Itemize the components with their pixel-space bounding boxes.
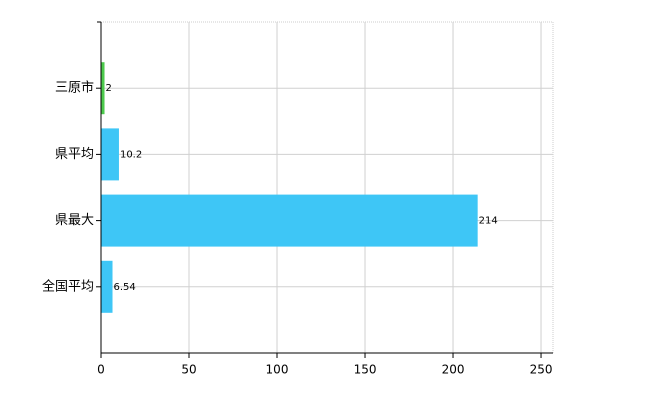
value-label: 6.54 xyxy=(114,282,136,293)
bar xyxy=(101,260,113,313)
bar xyxy=(101,62,105,115)
y-tick-label: 県平均 xyxy=(55,147,94,162)
bar xyxy=(101,128,119,181)
x-tick-label: 250 xyxy=(530,363,553,377)
y-tick-label: 県最大 xyxy=(55,213,94,228)
value-label: 10.2 xyxy=(120,149,142,160)
y-tick-label: 三原市 xyxy=(55,80,94,96)
x-tick-label: 0 xyxy=(97,363,105,377)
y-tick-label: 全国平均 xyxy=(42,278,94,294)
x-tick-label: 100 xyxy=(266,363,289,377)
x-tick-label: 200 xyxy=(442,363,465,377)
value-label: 214 xyxy=(479,216,498,227)
x-tick-label: 150 xyxy=(354,363,377,377)
x-tick-label: 50 xyxy=(181,363,196,377)
bar xyxy=(101,194,478,247)
value-label: 2 xyxy=(106,83,112,94)
